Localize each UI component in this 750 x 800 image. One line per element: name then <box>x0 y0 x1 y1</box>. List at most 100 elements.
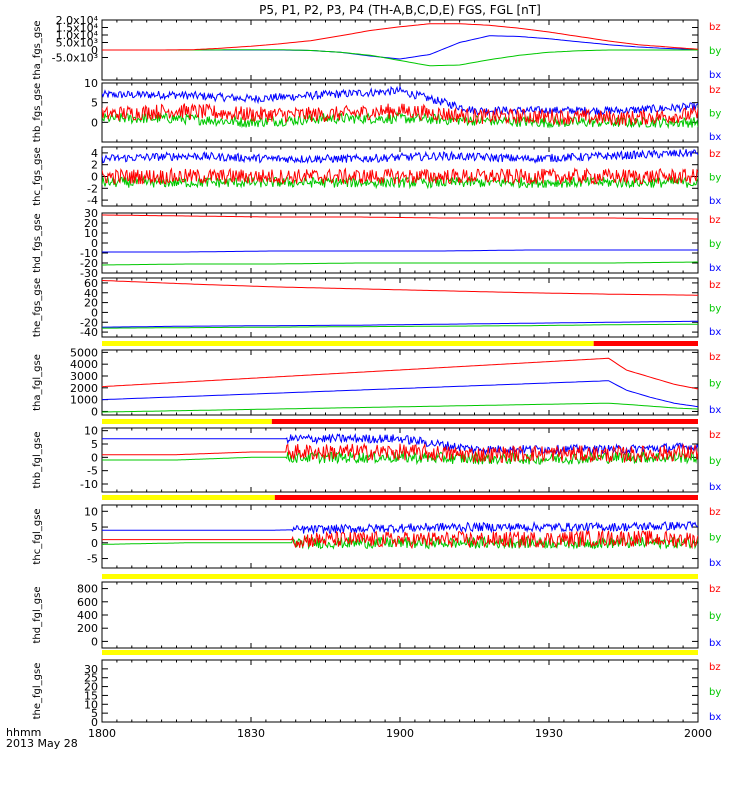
status-bar-yellow <box>102 650 698 655</box>
legend-bx: bx <box>709 482 721 493</box>
panel-ylabel: thd_fgs_gse <box>32 213 43 272</box>
x-tick-label: 1930 <box>535 727 563 740</box>
legend-bx: bx <box>709 638 721 649</box>
legend-bx: bx <box>709 327 721 338</box>
series-bz-line <box>102 167 698 186</box>
y-tick-label: 800 <box>77 583 98 596</box>
y-tick-label: 2000 <box>70 382 98 395</box>
series-bx-line <box>102 432 698 456</box>
status-bar-red <box>271 419 698 424</box>
panel-frame <box>101 659 699 723</box>
y-tick-label: 1.5x10⁴ <box>56 22 99 35</box>
x-tick-label: 2000 <box>684 727 712 740</box>
series-bz-line <box>102 23 698 51</box>
panel-frame <box>101 581 699 649</box>
series-bx-line <box>102 380 698 408</box>
y-tick-label: 30 <box>84 207 98 220</box>
legend-by: by <box>709 173 721 184</box>
y-tick-label: 30 <box>84 663 98 676</box>
series-bz-line <box>102 280 698 296</box>
x-axis: 1800 1830 1900 1930 2000 <box>88 727 712 740</box>
y-tick-label: 10 <box>84 698 98 711</box>
series-bx-line <box>102 85 698 117</box>
y-tick-label: -40 <box>80 326 98 339</box>
y-tick-label: 5 <box>91 438 98 451</box>
series-bx-line <box>102 320 698 328</box>
y-tick-label: 60 <box>84 277 98 290</box>
y-tick-label: 200 <box>77 622 98 635</box>
y-tick-label: 5 <box>91 521 98 534</box>
panel-ylabel: tha_fgs_gse <box>32 20 43 79</box>
y-tick-label: 0 <box>91 405 98 418</box>
status-bar-yellow <box>102 495 275 500</box>
series-bx-line <box>102 520 698 535</box>
y-tick-label: -4 <box>87 194 98 207</box>
legend-by: by <box>709 687 721 698</box>
panel-thb_fgs_gse: 0 5 10 thb_fgs_gse bz by bx <box>32 77 721 143</box>
legend-bz: bz <box>709 352 721 363</box>
y-tick-label: 4000 <box>70 358 98 371</box>
y-tick-label: 0 <box>91 635 98 648</box>
series-by-line <box>102 450 698 466</box>
legend-by: by <box>709 533 721 544</box>
series-by-line <box>102 49 698 67</box>
y-tick-label: 0 <box>91 171 98 184</box>
y-tick-label: 1000 <box>70 394 98 407</box>
x-tick-label: 1900 <box>386 727 414 740</box>
legend-bz: bz <box>709 22 721 33</box>
y-tick-label: 25 <box>84 672 98 685</box>
legend-bx: bx <box>709 263 721 274</box>
legend-bx: bx <box>709 405 721 416</box>
y-tick-label: 4 <box>91 147 98 160</box>
x-axis-label: hhmm <box>6 726 41 739</box>
legend-by: by <box>709 239 721 250</box>
legend-by: by <box>709 456 721 467</box>
legend-by: by <box>709 109 721 120</box>
y-tick-label: 0 <box>91 306 98 319</box>
panel-frame <box>101 277 699 338</box>
panel-ylabel: thd_fgl_gse <box>32 587 43 644</box>
x-tick-label: 1800 <box>88 727 116 740</box>
legend-bz: bz <box>709 215 721 226</box>
y-tick-label: -2 <box>87 182 98 195</box>
series-bz-line <box>102 102 698 127</box>
series-by-line <box>102 175 698 190</box>
legend-bx: bx <box>709 132 721 143</box>
series-by-line <box>102 261 698 266</box>
y-tick-label: 5 <box>91 97 98 110</box>
panel-frame <box>101 349 699 416</box>
series-bz-line <box>102 442 698 464</box>
x-tick-label: 1830 <box>237 727 265 740</box>
panel-ylabel: thc_fgl_gse <box>32 508 43 564</box>
y-tick-label: 10 <box>84 77 98 90</box>
y-tick-label: -10 <box>80 478 98 491</box>
y-tick-label: 0 <box>91 116 98 129</box>
series-by-line <box>102 323 698 329</box>
status-bar-yellow <box>102 419 272 424</box>
status-bar-red <box>593 341 698 346</box>
y-tick-label: 10 <box>84 227 98 240</box>
legend-bx: bx <box>709 558 721 569</box>
series-bx-line <box>102 249 698 253</box>
y-tick-label: -5 <box>87 465 98 478</box>
legend-bz: bz <box>709 662 721 673</box>
plot-title: P5, P1, P2, P3, P4 (TH-A,B,C,D,E) FGS, F… <box>259 3 541 17</box>
y-tick-label: -10 <box>80 247 98 260</box>
series-by-line <box>102 402 698 413</box>
status-bar-red <box>274 495 698 500</box>
panels-group: -5.0x10³05.0x10³1.0x10⁴1.5x10⁴2.0x10⁴tha… <box>32 14 721 729</box>
series-bz-line <box>102 357 698 390</box>
y-tick-label: 0 <box>91 537 98 550</box>
series-bz-line <box>102 529 698 550</box>
legend-by: by <box>709 611 721 622</box>
legend-bz: bz <box>709 584 721 595</box>
y-tick-label: 5.0x10³ <box>56 37 98 50</box>
y-tick-label: 10 <box>84 505 98 518</box>
y-tick-label: -5 <box>87 553 98 566</box>
